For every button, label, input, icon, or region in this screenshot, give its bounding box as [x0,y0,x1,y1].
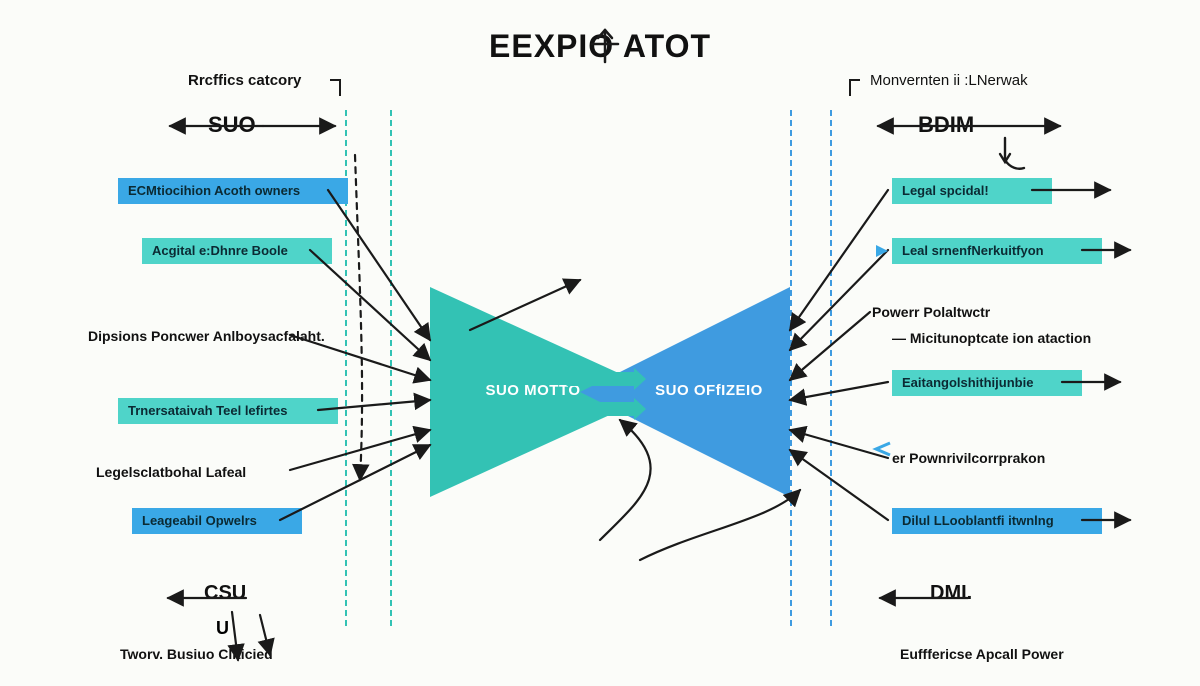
right-box-2: Eaitangolshithijunbie [892,370,1082,396]
triangle-right-label: SUO OFfIZEIO [634,382,784,399]
page-title: EEXPIO ATOT [0,28,1200,65]
caption-left: Rrcffics catcory [188,72,301,89]
guide-teal-2 [390,110,392,626]
caption-right: Monvernten ii :LNerwak [870,72,1028,89]
guide-blue-1 [790,110,792,626]
heading-dmi: DMI. [930,582,972,605]
heading-suo: SUO [208,112,256,138]
left-box-2: Trnersataivah Teel lefirtes [118,398,338,424]
bridge-arrow-2 [566,402,636,416]
left-box-0: ECMtiocihion Acoth owners [118,178,348,204]
heading-bdim: BDIM [918,112,974,138]
right-box-3: Dilul LLooblantfi itwnlng [892,508,1102,534]
left-plain-0: Dipsions Poncwer Anlboysacfalaht. [88,328,325,344]
guide-blue-2 [830,110,832,626]
right-plain-2: er Pownrivilcorrprakon [892,450,1045,466]
right-box-0: Legal spcidal! [892,178,1052,204]
right-plain-3: Eufffericse Apcall Power [900,646,1064,662]
right-plain-1: — Micitunoptcate ion ataction [892,330,1091,346]
left-box-1: Acgital e:Dhnre Boole [142,238,332,264]
left-box-3: Leageabil Opwelrs [132,508,302,534]
right-box-1: Leal srnenfNerkuitfyon [892,238,1102,264]
right-plain-0: Powerr Polaltwctr [872,304,990,320]
footer-u-glyph: U [216,618,229,639]
diagram-stage: EEXPIO ATOT Rrcffics catcory Monvernten … [0,0,1200,686]
heading-csu: CSU [204,582,246,605]
left-plain-2: Tworv. Busiuo Cliticied [120,646,273,662]
left-plain-1: Legelsclatbohal Lafeal [96,464,246,480]
bridge-arrow-1 [566,372,636,386]
